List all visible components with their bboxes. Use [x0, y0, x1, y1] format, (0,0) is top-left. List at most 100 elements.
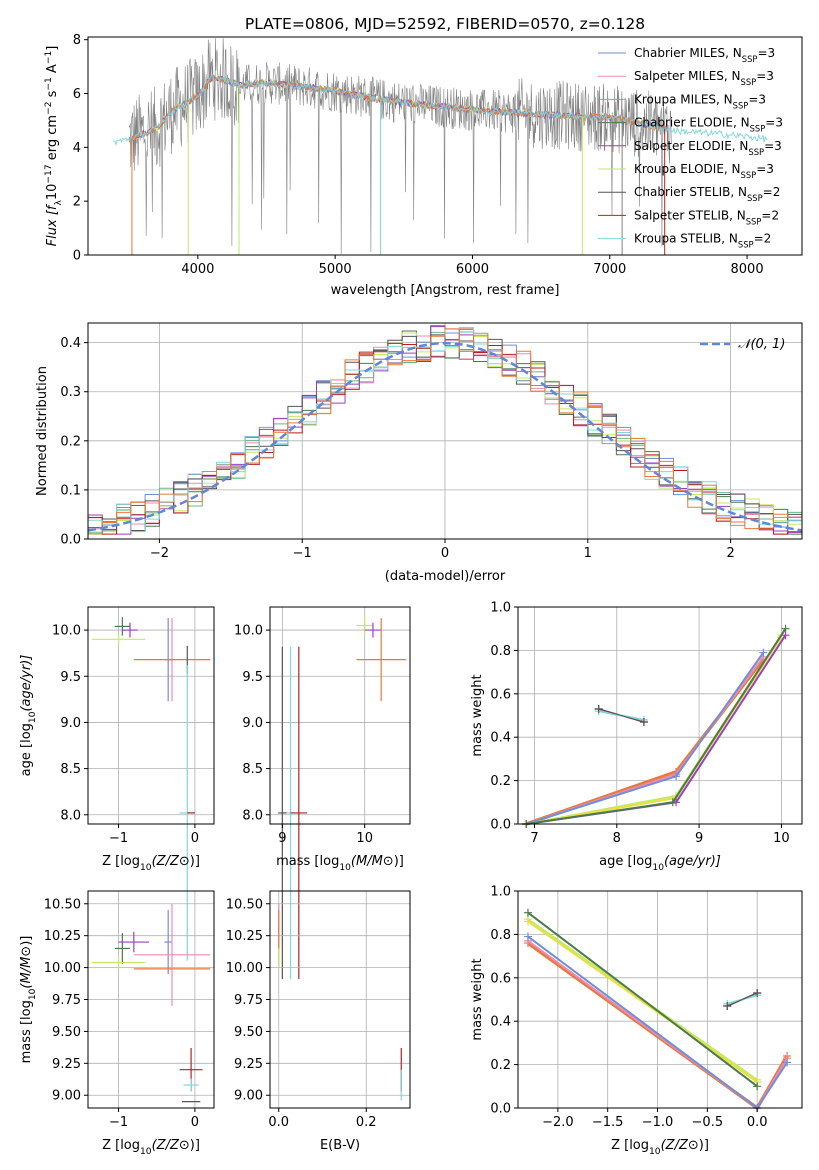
spectrum-ylabel: Flux [fλ10−17 erg cm−2 s−1 A−1] [44, 46, 64, 247]
y-tick-label: 8.0 [60, 808, 81, 823]
y-tick-label: 8.0 [242, 808, 263, 823]
spectrum-ylabel-part: −1 [44, 77, 54, 90]
x-tick-label: −2 [150, 546, 169, 561]
weight_vs_age-xlabel: age [log10(age/yr)] [599, 854, 721, 873]
x-tick-label: −1.0 [642, 1115, 674, 1130]
age_vs_mass-xlabel: mass [log10(M/M⊙)] [276, 854, 404, 873]
axes-frame [269, 606, 411, 825]
legend-label-part: SSP [742, 54, 758, 64]
x-tick-label: 2 [726, 546, 734, 561]
residual-histogram-panel: −2 −1 0 1 2 0.0 0.1 0.2 0.3 0.4 (data-model)/error… [35, 322, 803, 584]
legend-label-part: Chabrier STELIB, N [634, 185, 747, 199]
age_vs_Z-xlabel: Z [log10(Z/Z⊙)] [102, 854, 200, 873]
legend-label-part: Salpeter STELIB, N [634, 208, 746, 222]
mass_vs_Z-xlabel-part: )] [190, 1138, 200, 1153]
mass_vs_Z-xlabel-part: ⊙ [179, 1138, 190, 1153]
mass_vs_Z-ylabel-part: )] [19, 936, 34, 946]
figure-title: PLATE=0806, MJD=52592, FIBERID=0570, z=0… [245, 15, 645, 33]
mass_vs_Z-ylabel-part: 10 [28, 988, 38, 1000]
weight_vs_Z-xlabel-part: 10 [649, 1147, 661, 1157]
y-tick-label: 10.0 [52, 624, 81, 639]
weight_vs_Z-xlabel: Z [log10(Z/Z⊙)] [611, 1138, 709, 1157]
age_vs_Z-xlabel-part: )] [190, 854, 200, 869]
legend-label-part: =3 [757, 46, 775, 60]
y-tick-label: 0.0 [60, 533, 81, 548]
legend-label-part: SSP [746, 216, 762, 226]
legend-label-part: Kroupa MILES, N [634, 92, 733, 106]
y-tick-label: 10.50 [226, 897, 263, 912]
spectrum-ylabel-part: −17 [44, 164, 54, 183]
y-tick-label: 2 [73, 195, 81, 210]
y-tick-label: 9.00 [52, 1089, 81, 1104]
mass_vs_Z-xlabel-part: (Z/Z [152, 1138, 180, 1153]
age_vs_mass-xlabel-part: mass [log [276, 854, 339, 869]
legend-label-part: Kroupa STELIB, N [634, 232, 738, 246]
weight_vs_age-xlabel-part: 10 [652, 863, 664, 873]
y-tick-label: 8.5 [60, 762, 81, 777]
age_vs_mass-xlabel-part: 10 [339, 863, 351, 873]
spectrum-xlabel: wavelength [Angstrom, rest frame] [331, 283, 560, 298]
x-tick-label: 1 [584, 546, 592, 561]
legend-label-part: Chabrier MILES, N [634, 46, 742, 60]
x-tick-label: 9 [695, 831, 703, 846]
age_vs_mass-xlabel-part: ⊙ [383, 854, 394, 869]
legend-label-part: Salpeter MILES, N [634, 69, 741, 83]
axes-frame [87, 606, 215, 825]
y-tick-label: 8.5 [242, 762, 263, 777]
y-tick-label: 10.25 [44, 929, 81, 944]
spectrum-ylabel-part: −2 [44, 102, 54, 115]
age_vs_Z-xlabel-part: Z [log [102, 854, 140, 869]
weight_vs_Z-xlabel-part: ⊙ [688, 1138, 699, 1153]
y-tick-label: 0.1 [60, 483, 81, 498]
x-tick-label: 10 [773, 831, 790, 846]
legend-label-part: SSP [733, 100, 749, 110]
weight_vs_Z-xlabel-part: (Z/Z [661, 1138, 689, 1153]
x-tick-label: 0 [441, 546, 449, 561]
x-tick-label: −2.0 [542, 1115, 574, 1130]
model-spectrum [128, 73, 668, 143]
weight_vs_age-xlabel-part: (age/yr)] [664, 854, 721, 869]
legend-label: Kroupa MILES, NSSP=3 [634, 92, 766, 110]
age_vs_Z-ylabel: age [log10(age/yr)] [19, 655, 38, 777]
weight-series [527, 911, 758, 1088]
weight_vs_Z-ylabel: mass weight [470, 958, 485, 1040]
age_vs_Z-ylabel-part: 10 [28, 711, 38, 723]
x-tick-label: 8 [613, 831, 621, 846]
x-tick-label: 5000 [319, 262, 352, 277]
legend-label-part: =3 [764, 139, 782, 153]
mass_vs_Z-xlabel-part: 10 [140, 1147, 152, 1157]
weight-point [668, 798, 677, 807]
weight-series [598, 708, 645, 723]
y-tick-label: 0.3 [60, 385, 81, 400]
y-tick-label: 0.0 [490, 1102, 511, 1117]
x-tick-label: 6000 [456, 262, 489, 277]
x-tick-label: 10 [356, 831, 373, 846]
residual-histogram [88, 328, 802, 535]
y-tick-label: 9.0 [60, 716, 81, 731]
age-vs-metallicity-panel: −1 08.08.59.09.510.0Z [log10(Z/Z⊙)]age [l… [19, 606, 215, 961]
residuals-xlabel: (data-model)/error [385, 569, 506, 584]
y-tick-label: 9.00 [234, 1089, 263, 1104]
y-tick-label: 0.6 [490, 687, 511, 702]
x-tick-label: 0.0 [747, 1115, 768, 1130]
y-tick-label: 0 [73, 249, 81, 264]
axes-frame [517, 606, 803, 825]
age_vs_Z-xlabel-part: 10 [140, 863, 152, 873]
legend-label-part: Chabrier ELODIE, N [634, 116, 750, 130]
x-tick-label: 0 [191, 1115, 199, 1130]
weight-point [523, 917, 532, 926]
x-tick-label: 4000 [181, 262, 214, 277]
y-tick-label: 10.0 [234, 624, 263, 639]
legend-label-part: SSP [738, 240, 754, 250]
legend-label-part: =3 [748, 92, 766, 106]
mass_vs_Z-ylabel-part: (M/M [19, 957, 34, 989]
legend-label-part: SSP [748, 147, 764, 157]
weight-point [759, 648, 768, 657]
y-tick-label: 9.25 [52, 1057, 81, 1072]
legend-label: Chabrier STELIB, NSSP=2 [634, 185, 780, 203]
weight-series [527, 920, 758, 1083]
y-tick-label: 0.8 [490, 644, 511, 659]
y-tick-label: 9.75 [52, 993, 81, 1008]
